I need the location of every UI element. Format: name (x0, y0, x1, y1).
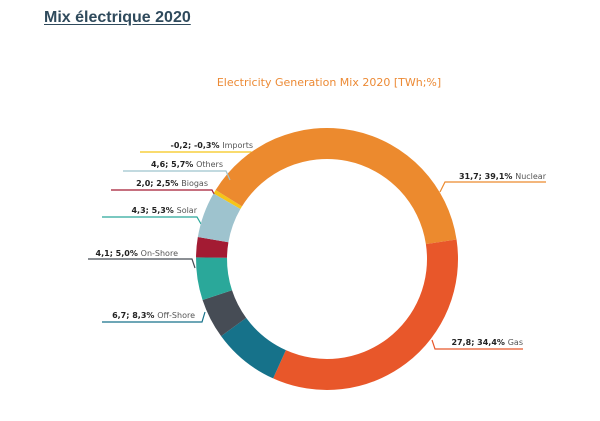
slice-off-shore (221, 317, 286, 379)
data-label-name: Others (196, 160, 223, 169)
data-label-name: On-Shore (141, 249, 178, 258)
slice-nuclear (215, 128, 457, 245)
leader-line-solar (102, 216, 202, 225)
leader-line-biogas (111, 189, 217, 199)
data-label-value: 4,1; 5,0% (96, 249, 141, 258)
leader-line-gas (431, 339, 523, 350)
data-label-value: 6,7; 8,3% (112, 311, 157, 320)
leader-line-on-shore (88, 258, 196, 269)
slice-gas (273, 239, 458, 390)
data-label-imports: -0,2; -0,3% Imports (171, 141, 254, 150)
data-label-on-shore: 4,1; 5,0% On-Shore (96, 249, 179, 258)
page-title: Mix électrique 2020 (44, 9, 191, 26)
data-label-value: 31,7; 39,1% (459, 172, 515, 181)
data-label-off-shore: 6,7; 8,3% Off-Shore (112, 311, 195, 320)
leader-line-imports (140, 151, 259, 161)
slice-on-shore (202, 290, 247, 337)
data-label-value: 4,3; 5,3% (131, 206, 176, 215)
data-label-name: Nuclear (515, 172, 547, 181)
data-label-gas: 27,8; 34,4% Gas (451, 338, 523, 347)
slice-others (197, 193, 241, 243)
data-label-value: 4,6; 5,7% (151, 160, 196, 169)
data-label-nuclear: 31,7; 39,1% Nuclear (459, 172, 547, 181)
slice-imports (213, 189, 242, 209)
data-label-solar: 4,3; 5,3% Solar (131, 206, 197, 215)
data-label-name: Off-Shore (157, 311, 195, 320)
data-label-value: 2,0; 2,5% (136, 179, 181, 188)
data-label-biogas: 2,0; 2,5% Biogas (136, 179, 208, 188)
data-label-name: Imports (222, 141, 253, 150)
data-label-name: Biogas (181, 179, 208, 188)
data-label-name: Solar (177, 206, 198, 215)
data-label-value: -0,2; -0,3% (171, 141, 223, 150)
data-label-others: 4,6; 5,7% Others (151, 160, 223, 169)
leader-line-nuclear (439, 181, 546, 193)
data-label-name: Gas (508, 338, 523, 347)
leader-line-off-shore (102, 311, 206, 323)
chart-title: Electricity Generation Mix 2020 [TWh;%] (216, 76, 442, 89)
slice-solar (196, 257, 233, 300)
leader-line-others (123, 170, 231, 181)
data-label-value: 27,8; 34,4% (451, 338, 507, 347)
slice-biogas (196, 237, 229, 258)
